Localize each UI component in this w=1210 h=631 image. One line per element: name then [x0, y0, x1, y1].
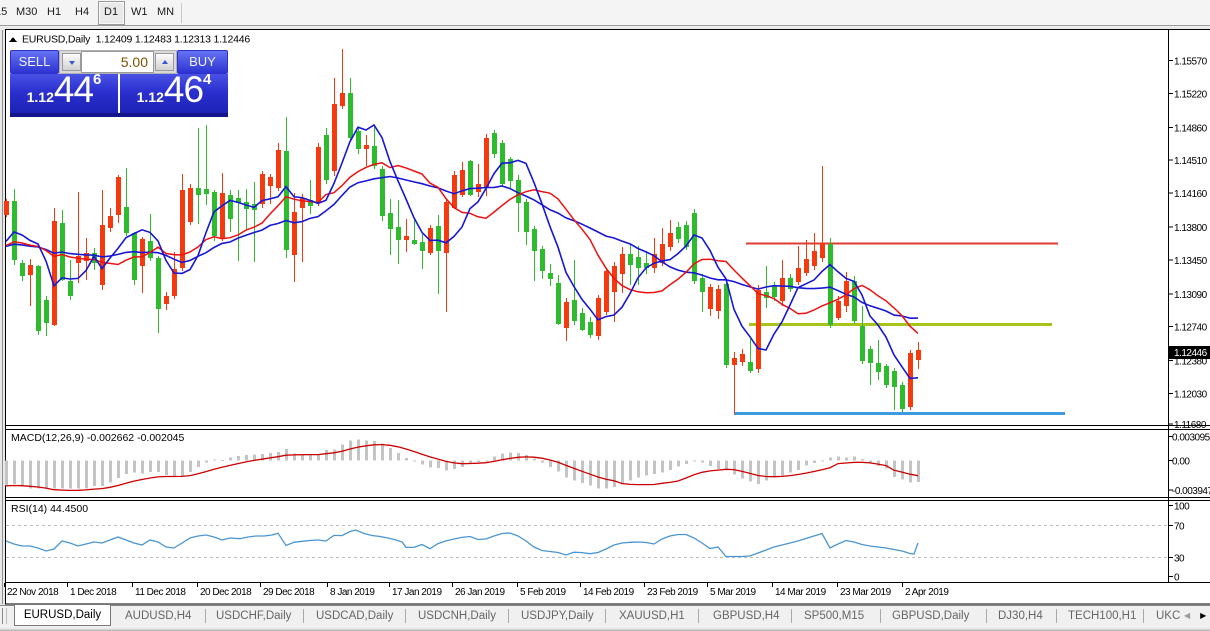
svg-text:2 Apr 2019: 2 Apr 2019: [905, 587, 949, 598]
svg-text:1.14510: 1.14510: [1174, 156, 1208, 167]
svg-text:1.15220: 1.15220: [1174, 89, 1208, 100]
svg-text:1.13800: 1.13800: [1174, 223, 1208, 234]
svg-text:17 Jan 2019: 17 Jan 2019: [392, 587, 442, 598]
svg-text:100: 100: [1174, 502, 1190, 513]
svg-text:11 Dec 2018: 11 Dec 2018: [135, 587, 186, 598]
svg-text:0: 0: [1174, 572, 1180, 583]
svg-text:29 Dec 2018: 29 Dec 2018: [263, 587, 315, 598]
svg-text:5 Feb 2019: 5 Feb 2019: [520, 587, 567, 598]
svg-text:-0.003947: -0.003947: [1172, 486, 1210, 497]
svg-text:1.12380: 1.12380: [1174, 357, 1208, 368]
svg-text:1.11680: 1.11680: [1174, 420, 1207, 431]
svg-text:70: 70: [1174, 522, 1185, 533]
svg-text:30: 30: [1174, 554, 1185, 565]
svg-text:23 Feb 2019: 23 Feb 2019: [647, 587, 699, 598]
svg-text:8 Jan 2019: 8 Jan 2019: [330, 587, 375, 598]
svg-text:MACD(12,26,9) -0.002662 -0.002: MACD(12,26,9) -0.002662 -0.002045: [11, 432, 185, 444]
svg-text:23 Mar 2019: 23 Mar 2019: [840, 587, 892, 598]
svg-text:14 Mar 2019: 14 Mar 2019: [775, 587, 827, 598]
svg-text:EURUSD,Daily 1.12409 1.12483: EURUSD,Daily 1.12409 1.12483 1.12313 1.1…: [22, 34, 250, 46]
svg-text:14 Feb 2019: 14 Feb 2019: [583, 587, 635, 598]
svg-text:1.13090: 1.13090: [1174, 290, 1208, 301]
svg-text:20 Dec 2018: 20 Dec 2018: [200, 587, 252, 598]
svg-text:1.12740: 1.12740: [1174, 323, 1208, 334]
svg-text:1.13450: 1.13450: [1174, 256, 1208, 267]
svg-text:0.00: 0.00: [1172, 456, 1190, 467]
svg-text:5 Mar 2019: 5 Mar 2019: [710, 587, 757, 598]
svg-text:1.15570: 1.15570: [1174, 57, 1208, 68]
svg-text:1.12446: 1.12446: [1174, 348, 1208, 359]
svg-text:0.003095: 0.003095: [1172, 433, 1210, 444]
svg-text:1.12030: 1.12030: [1174, 390, 1208, 401]
svg-text:22 Nov 2018: 22 Nov 2018: [7, 587, 59, 598]
svg-text:1.14860: 1.14860: [1174, 123, 1208, 134]
svg-text:RSI(14) 44.4500: RSI(14) 44.4500: [11, 503, 88, 515]
svg-text:1.14160: 1.14160: [1174, 189, 1208, 200]
svg-text:1 Dec 2018: 1 Dec 2018: [70, 587, 117, 598]
svg-text:26 Jan 2019: 26 Jan 2019: [455, 587, 505, 598]
